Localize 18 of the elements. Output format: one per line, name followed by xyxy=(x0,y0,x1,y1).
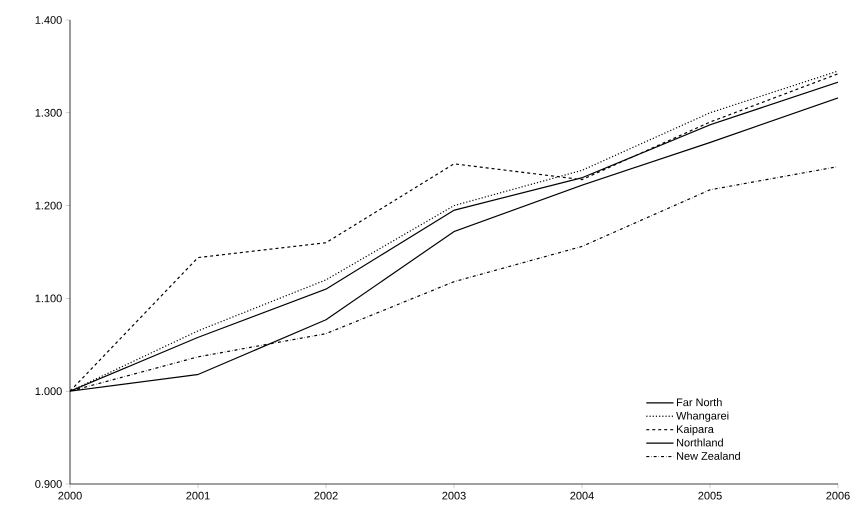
y-tick-label: 0.900 xyxy=(35,480,62,488)
x-tick-label: 2004 xyxy=(570,492,594,500)
legend-label: Whangarei xyxy=(676,412,728,422)
y-tick-label: 1.100 xyxy=(36,294,62,302)
legend-label: Kaipara xyxy=(677,424,714,436)
y-tick-label: 1.300 xyxy=(36,108,62,117)
y-tick-label: 1.200 xyxy=(36,202,62,210)
x-tick-label: 2002 xyxy=(314,492,338,500)
x-tick-label: 2006 xyxy=(826,492,850,500)
legend-label: Far North xyxy=(677,398,722,406)
legend-label: New Zealand xyxy=(677,452,740,460)
x-tick-label: 2005 xyxy=(698,492,722,500)
x-tick-label: 2000 xyxy=(58,492,82,500)
y-tick-label: 1.400 xyxy=(36,16,62,24)
legend-label: Northland xyxy=(677,438,723,446)
x-tick-label: 2003 xyxy=(442,492,466,500)
y-tick-label: 1.000 xyxy=(36,387,62,396)
x-tick-label: 2001 xyxy=(186,492,210,500)
